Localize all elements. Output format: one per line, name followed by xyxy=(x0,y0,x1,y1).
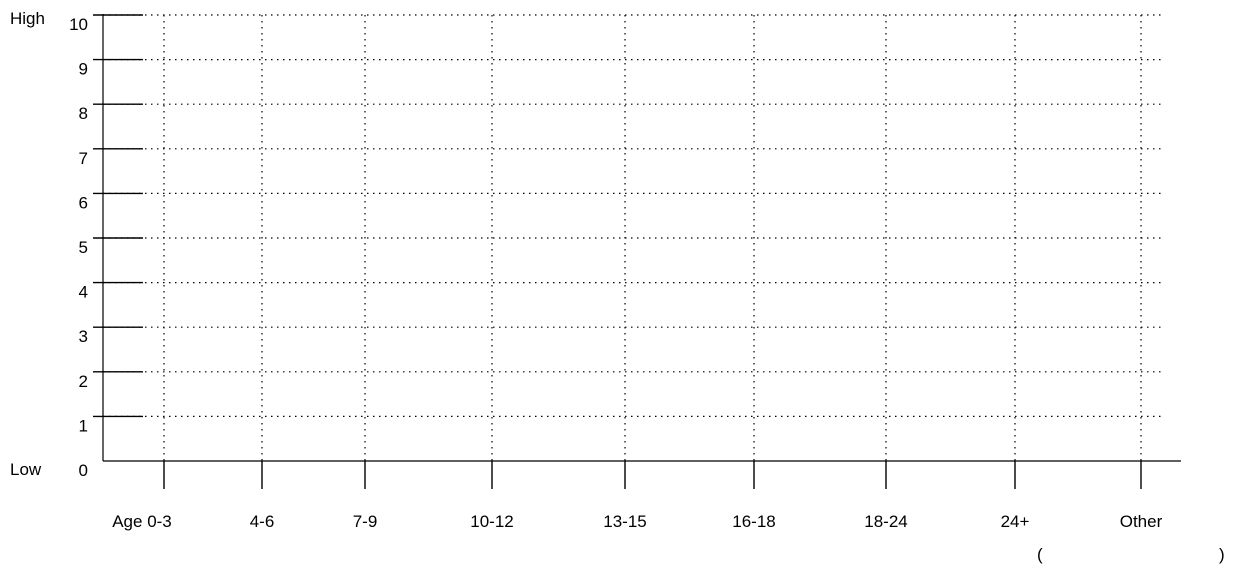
y-tick-label: 3 xyxy=(79,327,88,346)
y-tick-label: 9 xyxy=(79,60,88,79)
y-tick-label: 2 xyxy=(79,372,88,391)
y-tick-label: 5 xyxy=(79,238,88,257)
x-tick-label: Age 0-3 xyxy=(112,512,172,531)
y-tick-label: 1 xyxy=(79,416,88,435)
x-tick-label: 16-18 xyxy=(732,512,775,531)
x-tick-labels: Age 0-3 4-6 7-9 10-12 13-15 16-18 18-24 24+ Othe… xyxy=(112,512,1162,531)
x-tick-label: 13-15 xyxy=(603,512,646,531)
y-tick-label: 7 xyxy=(79,149,88,168)
y-tick-labels: 0 1 2 3 4 5 6 7 8 9 10 xyxy=(69,15,88,480)
y-tick-label: 6 xyxy=(79,193,88,212)
y-tick-label: 4 xyxy=(79,283,88,302)
y-low-label: Low xyxy=(10,460,42,479)
x-tick-marks xyxy=(163,461,1142,489)
vertical-gridlines xyxy=(163,15,1142,461)
x-tick-label: 24+ xyxy=(1001,512,1030,531)
x-tick-label: 4-6 xyxy=(250,512,275,531)
other-specify-note: ( ) xyxy=(1037,546,1227,566)
y-high-label: High xyxy=(10,9,45,28)
y-tick-label: 0 xyxy=(79,461,88,480)
axes xyxy=(102,14,1181,462)
x-tick-label: Other xyxy=(1120,512,1163,531)
horizontal-gridlines xyxy=(103,14,1162,417)
close-paren: ) xyxy=(1219,545,1225,564)
y-tick-label: 10 xyxy=(69,15,88,34)
y-tick-marks xyxy=(93,14,143,418)
x-tick-label: 18-24 xyxy=(864,512,907,531)
x-tick-label: 10-12 xyxy=(470,512,513,531)
open-paren: ( xyxy=(1037,545,1043,564)
x-tick-label: 7-9 xyxy=(353,512,378,531)
y-tick-label: 8 xyxy=(79,104,88,123)
